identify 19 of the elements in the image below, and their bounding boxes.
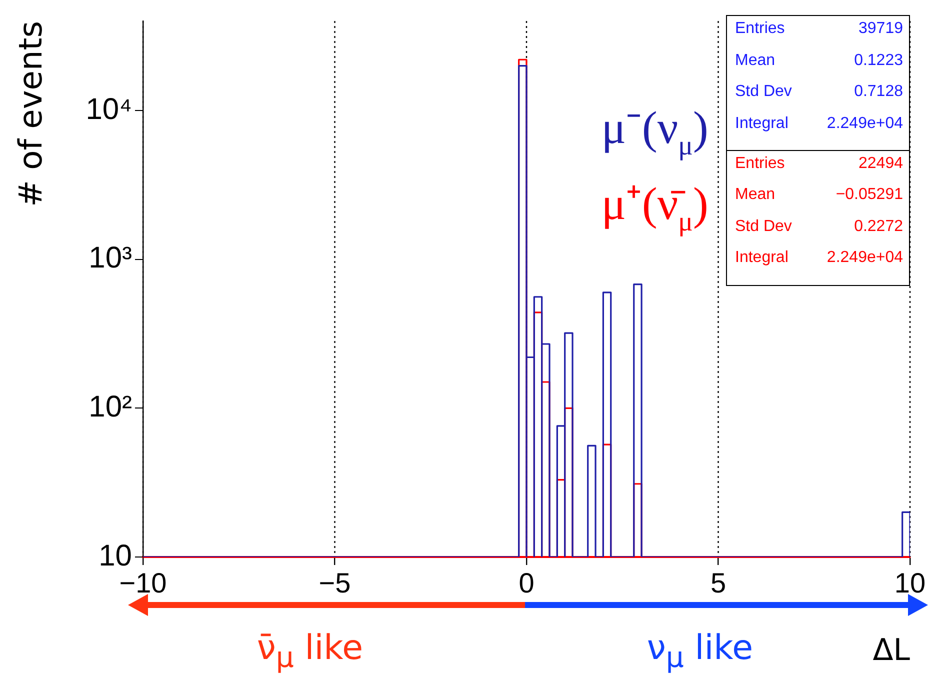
text: ν$_{μ}$ like — [646, 628, 754, 674]
text: Mean −0.05291 — [735, 186, 903, 203]
x-axis-title: ΔL — [872, 632, 910, 668]
y-tick-label: 10⁴ — [86, 92, 132, 126]
x-tick-label: −5 — [318, 568, 351, 599]
x-tick-label: 0 — [518, 568, 534, 599]
text: ν̄$_{μ}$ like — [256, 628, 364, 674]
text: Integral 2.249e+04 — [735, 114, 903, 132]
y-tick-label: 10² — [88, 390, 132, 424]
y-tick-label: 10³ — [88, 242, 132, 275]
x-tick-label: 5 — [710, 568, 726, 599]
text: Mean 0.1223 — [735, 52, 903, 68]
y-axis-title: # of events — [12, 21, 50, 207]
text: Entries 39719 — [735, 20, 903, 37]
x-tick-label: 10 — [894, 568, 926, 599]
text: Entries 22494 — [735, 154, 903, 172]
text: Std Dev 0.2272 — [735, 218, 903, 234]
text: Integral 2.249e+04 — [735, 249, 903, 266]
text: Std Dev 0.7128 — [735, 83, 903, 100]
